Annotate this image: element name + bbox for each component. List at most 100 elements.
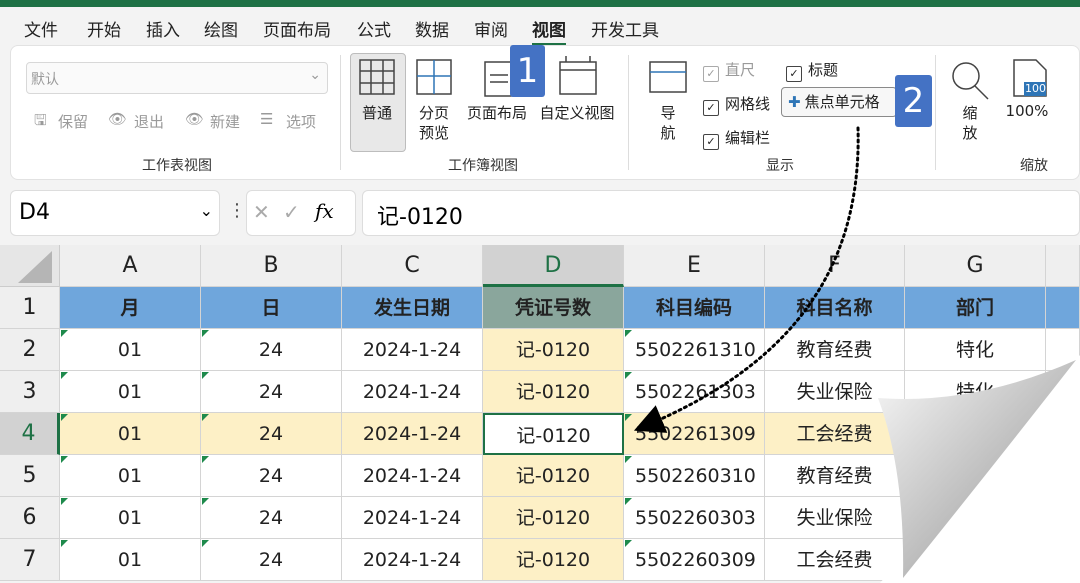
cell[interactable]: 5502261309 — [624, 413, 765, 455]
header-cell[interactable]: 发生日期 — [342, 287, 483, 329]
exit-icon: 👁 — [108, 110, 128, 128]
options-button[interactable]: 选项 — [286, 113, 317, 131]
ribbon-tab[interactable]: 文件 — [24, 21, 58, 41]
error-indicator — [202, 330, 209, 337]
row-header[interactable]: 2 — [0, 329, 60, 371]
headings-checkbox[interactable]: ✓ 标题 — [786, 59, 838, 82]
cell[interactable]: 01 — [60, 413, 201, 455]
cell[interactable]: 记-0120 — [483, 455, 624, 497]
header-cell[interactable]: 部门 — [905, 287, 1046, 329]
ribbon-tab[interactable]: 视图 — [532, 16, 566, 46]
ribbon-tab[interactable]: 审阅 — [474, 21, 508, 41]
nav-label[interactable]: 导 — [660, 104, 676, 122]
arrow — [633, 126, 860, 433]
formula-input[interactable]: 记-0120 — [362, 190, 1080, 236]
column-header[interactable]: A — [60, 245, 201, 287]
cell[interactable]: 24 — [201, 413, 342, 455]
row-header[interactable]: 1 — [0, 287, 60, 329]
zoom-label[interactable]: 放 — [962, 124, 978, 142]
header-cell[interactable]: 日 — [201, 287, 342, 329]
cell[interactable]: 01 — [60, 371, 201, 413]
gridlines-checkbox[interactable]: ✓ 网格线 — [703, 93, 770, 116]
formula-bar-checkbox[interactable]: ✓ 编辑栏 — [703, 127, 770, 150]
exit-button[interactable]: 退出 — [134, 113, 165, 131]
header-cell[interactable] — [1046, 287, 1080, 329]
row-header[interactable]: 7 — [0, 539, 60, 581]
ribbon-tab[interactable]: 绘图 — [204, 21, 238, 41]
cell[interactable]: 教育经费 — [765, 329, 905, 371]
column-header[interactable]: G — [905, 245, 1046, 287]
custom-view-button[interactable]: 自定义视图 — [539, 104, 615, 122]
cell[interactable]: 01 — [60, 539, 201, 581]
group-label: 显示 — [766, 158, 794, 174]
zoom-label[interactable]: 缩 — [962, 104, 978, 122]
cell[interactable]: 2024-1-24 — [342, 371, 483, 413]
column-header[interactable]: C — [342, 245, 483, 287]
zoom-100-button[interactable]: 100% — [1005, 102, 1049, 120]
cell[interactable]: 5502260309 — [624, 539, 765, 581]
row-header[interactable]: 3 — [0, 371, 60, 413]
keep-button[interactable]: 保留 — [58, 113, 89, 131]
error-indicator — [61, 456, 68, 463]
new-button[interactable]: 新建 — [210, 113, 241, 131]
view-dropdown[interactable]: 默认 ⌄ — [26, 62, 328, 94]
header-cell[interactable]: 科目名称 — [765, 287, 905, 329]
ruler-checkbox[interactable]: ✓ 直尺 — [703, 59, 755, 82]
column-header[interactable]: F — [765, 245, 905, 287]
cell[interactable]: 记-0120 — [483, 539, 624, 581]
focus-cell-button[interactable]: ✚ 焦点单元格 — [781, 87, 897, 117]
step-badge: 1 — [510, 45, 545, 97]
column-header[interactable]: B — [201, 245, 342, 287]
cell[interactable]: 01 — [60, 329, 201, 371]
row-header[interactable]: 5 — [0, 455, 60, 497]
cell[interactable]: 24 — [201, 497, 342, 539]
cell[interactable]: 5502260310 — [624, 455, 765, 497]
fx-button[interactable]: fx — [315, 199, 334, 223]
cell[interactable]: 记-0120 — [483, 329, 624, 371]
keep-icon: 🖫 — [34, 111, 47, 129]
formula-bar-label: 编辑栏 — [725, 129, 771, 147]
cell[interactable]: 2024-1-24 — [342, 329, 483, 371]
cell[interactable]: 2024-1-24 — [342, 413, 483, 455]
header-cell[interactable]: 月 — [60, 287, 201, 329]
ribbon-tab[interactable]: 开始 — [87, 21, 121, 41]
cell[interactable]: 工会经费 — [765, 539, 905, 581]
ribbon-tab[interactable]: 公式 — [357, 21, 391, 41]
cell[interactable]: 2024-1-24 — [342, 497, 483, 539]
column-header[interactable]: D — [483, 245, 624, 287]
cell[interactable]: 5502261310 — [624, 329, 765, 371]
cell[interactable]: 失业保险 — [765, 497, 905, 539]
cell[interactable]: 24 — [201, 371, 342, 413]
ribbon-tab[interactable]: 开发工具 — [591, 21, 659, 41]
ribbon-tab[interactable]: 插入 — [146, 21, 180, 41]
row-header[interactable]: 4 — [0, 413, 60, 455]
cell[interactable]: 特化 — [905, 329, 1046, 371]
cell[interactable]: 记-0120 — [483, 497, 624, 539]
cell[interactable]: 24 — [201, 539, 342, 581]
cell[interactable]: 记-0120 — [483, 371, 624, 413]
header-cell[interactable]: 凭证号数 — [483, 287, 624, 329]
row-header[interactable]: 6 — [0, 497, 60, 539]
error-indicator — [61, 498, 68, 505]
ribbon-tab[interactable]: 页面布局 — [263, 21, 331, 41]
page-break-label: 预览 — [418, 124, 450, 142]
page-layout-button[interactable]: 页面布局 — [466, 104, 528, 122]
ribbon-tab[interactable]: 数据 — [415, 21, 449, 41]
cell[interactable]: 2024-1-24 — [342, 539, 483, 581]
cell[interactable]: 24 — [201, 329, 342, 371]
cell[interactable]: 5502260303 — [624, 497, 765, 539]
cell[interactable]: 2024-1-24 — [342, 455, 483, 497]
cell[interactable]: 01 — [60, 455, 201, 497]
cell[interactable]: 工会经费 — [765, 413, 905, 455]
name-box[interactable]: D4 ⌄ — [10, 190, 220, 236]
enter-button[interactable]: ✓ — [283, 200, 300, 224]
cell[interactable]: 记-0120 — [483, 413, 624, 455]
cancel-button[interactable]: ✕ — [253, 200, 270, 224]
cell[interactable]: 24 — [201, 455, 342, 497]
page-curl — [878, 360, 1076, 578]
cell[interactable]: 01 — [60, 497, 201, 539]
nav-label[interactable]: 航 — [660, 124, 676, 142]
column-header[interactable]: E — [624, 245, 765, 287]
name-box-arrow: ⌄ — [199, 201, 213, 220]
header-cell[interactable]: 科目编码 — [624, 287, 765, 329]
